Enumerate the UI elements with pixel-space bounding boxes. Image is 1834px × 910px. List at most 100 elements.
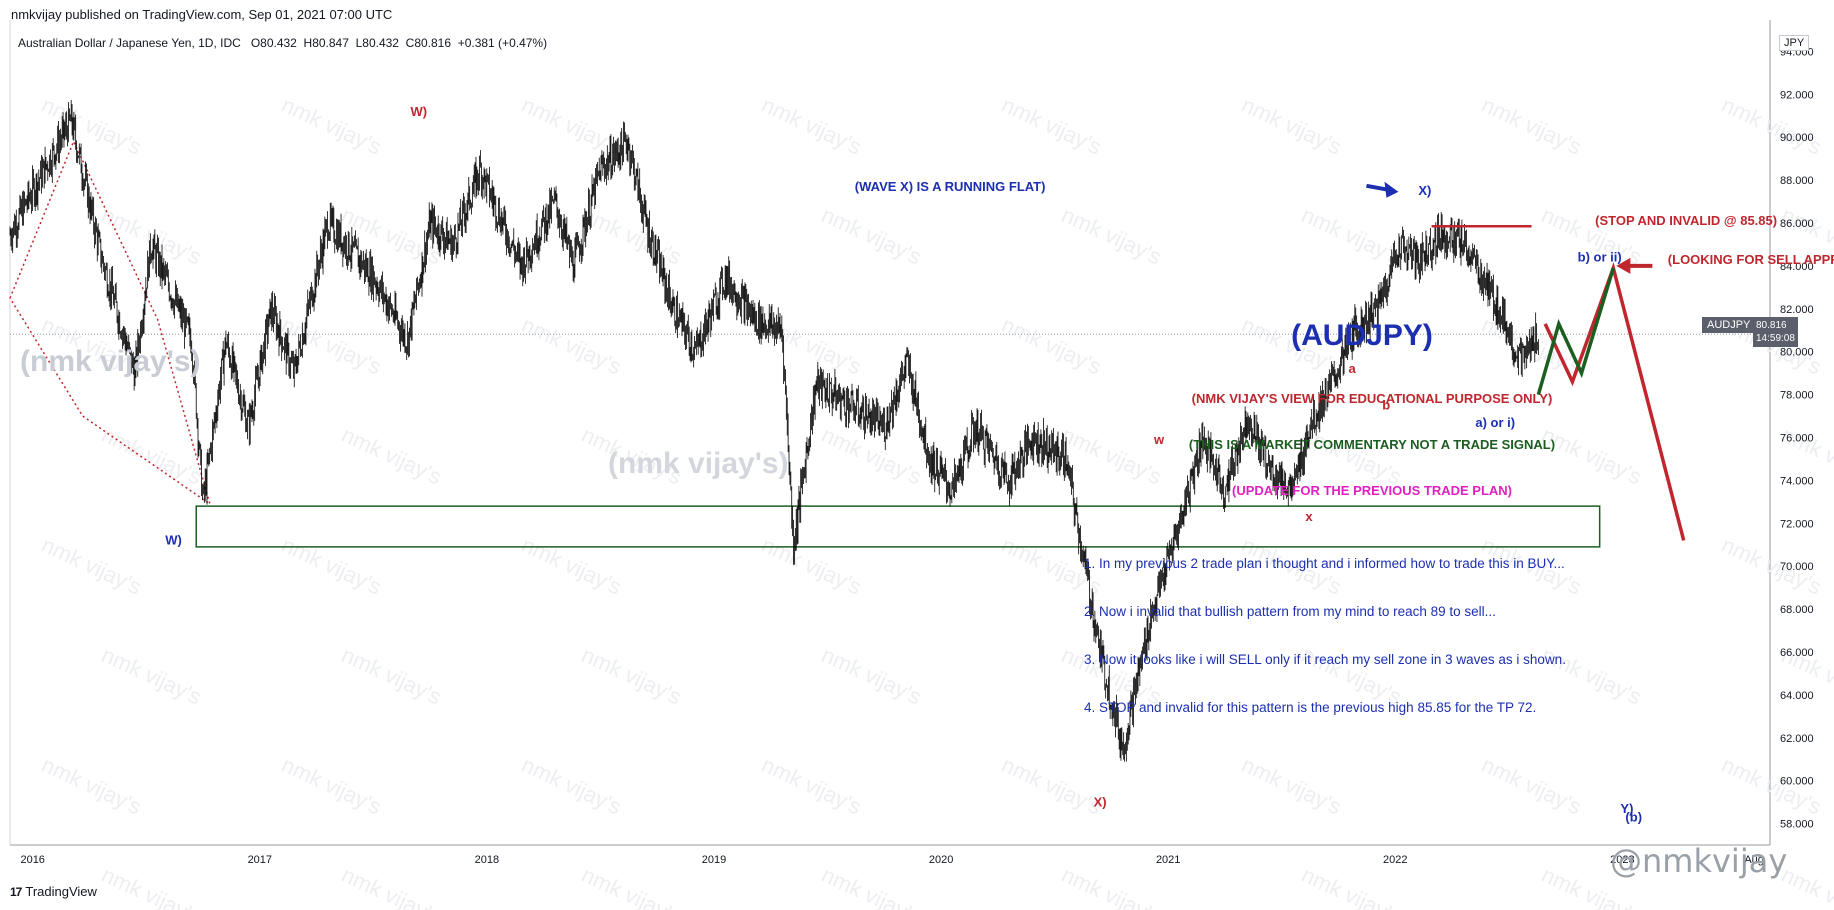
x-tick-label: 2020	[929, 854, 953, 866]
last-price-value: 80.816	[1756, 320, 1787, 331]
wave-label: W)	[165, 533, 182, 548]
commentary-line-2: (THIS IS A MARKET COMMENTARY NOT A TRADE…	[1189, 437, 1555, 452]
commentary-point: 1. In my previous 2 trade plan i thought…	[1084, 556, 1565, 571]
tradingview-brand-text: TradingView	[25, 884, 97, 899]
wave-label: (b)	[1625, 809, 1642, 824]
x-tick-label: 2019	[702, 854, 726, 866]
watermark-repeat: nmk vijay's	[578, 862, 685, 910]
bar-countdown: 14:59:08	[1756, 333, 1795, 344]
watermark-repeat: nmk vijay's	[518, 312, 625, 380]
y-tick-label: 78.000	[1780, 390, 1814, 402]
projection-red-path	[1543, 262, 1686, 541]
watermark-repeat: nmk vijay's	[818, 862, 925, 910]
wave-label: b) or ii)	[1578, 250, 1622, 265]
wave-label: a	[1349, 361, 1357, 376]
annotation-text: (WAVE X) IS A RUNNING FLAT)	[855, 179, 1046, 194]
y-tick-label: 68.000	[1780, 604, 1814, 616]
wave-label: a) or i)	[1475, 415, 1515, 430]
wave-label: b	[1382, 398, 1390, 413]
y-tick-label: 82.000	[1780, 304, 1814, 316]
watermark-repeat: nmk vijay's	[338, 862, 445, 910]
y-tick-label: 58.000	[1780, 819, 1814, 831]
wave-label: Y)	[1620, 801, 1633, 816]
last-price-tag: 80.816 14:59:08	[1753, 317, 1798, 347]
support-zone-box	[195, 505, 1601, 548]
watermark-repeat: nmk vijay's	[1478, 92, 1585, 160]
currency-button[interactable]: JPY	[1779, 35, 1810, 51]
wave-label: X)	[1094, 794, 1107, 809]
watermark-repeat: nmk vijay's	[1058, 422, 1165, 490]
watermark-repeat: nmk vijay's	[758, 532, 865, 600]
watermark-repeat: nmk vijay's	[518, 532, 625, 600]
wave-label: W)	[410, 104, 427, 119]
tradingview-logo[interactable]: 17 TradingView	[10, 884, 97, 899]
watermark-repeat: nmk vijay's	[98, 642, 205, 710]
annotation-text: (LOOKING FOR SELL APPROX HERE)	[1668, 252, 1834, 267]
watermark-repeat: nmk vijay's	[1538, 422, 1645, 490]
watermark-main-2: (nmk vijay's)	[608, 447, 789, 480]
commentary-point: 4. STOP and invalid for this pattern is …	[1084, 700, 1536, 715]
watermark-repeat: nmk vijay's	[518, 92, 625, 160]
watermark-repeat: nmk vijay's	[578, 202, 685, 270]
y-tick-label: 88.000	[1780, 175, 1814, 187]
commentary-title: (AUDJPY)	[1291, 319, 1433, 352]
watermark-repeat: nmk vijay's	[818, 642, 925, 710]
y-tick-label: 76.000	[1780, 433, 1814, 445]
x-tick-label: 2023	[1610, 854, 1634, 866]
watermark-repeat: nmk vijay's	[38, 532, 145, 600]
last-price-symbol-tag: AUDJPY	[1702, 317, 1756, 333]
watermark-repeat: nmk vijay's	[998, 312, 1105, 380]
watermark-repeat: nmk vijay's	[98, 862, 205, 910]
tradingview-logo-icon: 17	[10, 884, 22, 899]
x-tick-label: 2018	[475, 854, 499, 866]
y-tick-label: 80.000	[1780, 347, 1814, 359]
close-value: 80.816	[414, 36, 452, 50]
watermark-repeat: nmk vijay's	[38, 752, 145, 820]
author-handle-watermark: @nmkvijay	[1610, 842, 1788, 880]
x-tick-label: 2016	[20, 854, 44, 866]
red-arrowhead-icon	[1616, 257, 1631, 274]
y-tick-label: 84.000	[1780, 261, 1814, 273]
dotted-channel	[9, 139, 212, 506]
watermark-repeat: nmk vijay's	[278, 532, 385, 600]
symbol-ohlc-line: Australian Dollar / Japanese Yen, 1D, ID…	[18, 36, 548, 50]
watermark-repeat: nmk vijay's	[338, 642, 445, 710]
y-tick-label: 62.000	[1780, 733, 1814, 745]
x-tick-label: 2022	[1383, 854, 1407, 866]
x-tick-label: 2017	[248, 854, 272, 866]
y-tick-label: 64.000	[1780, 690, 1814, 702]
publish-info: nmkvijay published on TradingView.com, S…	[11, 7, 393, 22]
high-value: 80.847	[312, 36, 349, 50]
watermark-repeat: nmk vijay's	[1718, 92, 1825, 160]
y-tick-label: 66.000	[1780, 647, 1814, 659]
watermark-main: (nmk vijay's)	[20, 345, 201, 378]
y-tick-label: 60.000	[1780, 776, 1814, 788]
commentary-point: 2. Now i invalid that bullish pattern fr…	[1084, 604, 1496, 619]
y-tick-label: 92.000	[1780, 89, 1814, 101]
watermark-repeat: nmk vijay's	[578, 642, 685, 710]
watermark-repeat: nmk vijay's	[338, 422, 445, 490]
open-value: 80.432	[260, 36, 297, 50]
wave-label: w	[1153, 432, 1165, 447]
y-tick-label: 90.000	[1780, 132, 1814, 144]
y-tick-label: 72.000	[1780, 518, 1814, 530]
change-value: +0.381 (+0.47%)	[457, 36, 548, 50]
x-tick-label: Aug	[1744, 854, 1764, 866]
watermark-repeat: nmk vijay's	[518, 752, 625, 820]
wave-label: X)	[1418, 183, 1431, 198]
watermark-repeat: nmk vijay's	[98, 422, 205, 490]
watermark-repeat: nmk vijay's	[1298, 862, 1405, 910]
watermark-repeat: nmk vijay's	[998, 92, 1105, 160]
watermark-repeat: nmk vijay's	[1478, 752, 1585, 820]
watermark-repeat: nmk vijay's	[1238, 92, 1345, 160]
watermark-repeat: nmk vijay's	[1238, 752, 1345, 820]
commentary-line-1: (NMK VIJAY'S VIEW FOR EDUCATIONAL PURPOS…	[1192, 391, 1553, 406]
watermark-repeat: nmk vijay's	[998, 752, 1105, 820]
watermark-repeat: nmk vijay's	[1058, 862, 1165, 910]
low-value: 80.432	[362, 36, 399, 50]
symbol-name[interactable]: Australian Dollar / Japanese Yen, 1D, ID…	[18, 36, 241, 50]
watermark-repeat: nmk vijay's	[758, 752, 865, 820]
commentary-line-3: (UPDATE FOR THE PREVIOUS TRADE PLAN)	[1232, 483, 1512, 498]
blue-arrow-icon	[1366, 183, 1389, 192]
